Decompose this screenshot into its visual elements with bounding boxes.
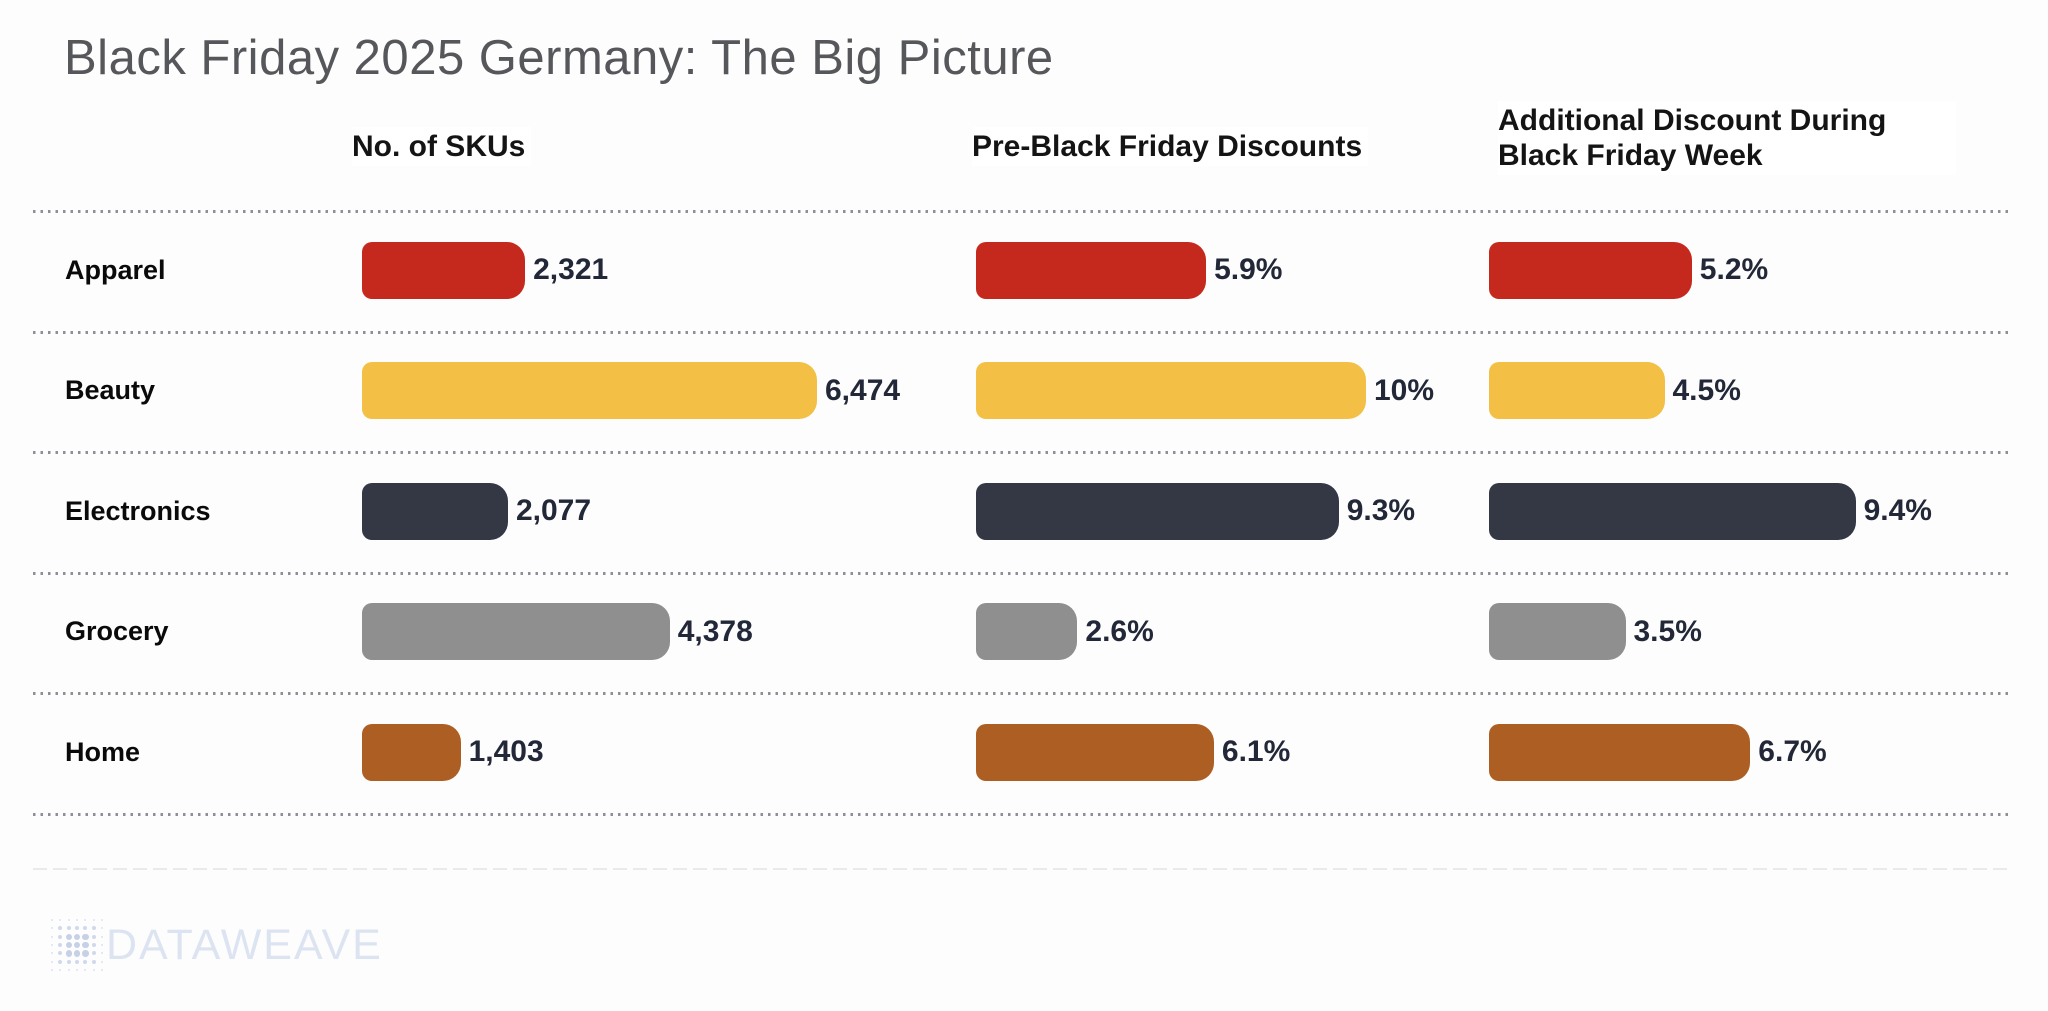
- logo-dot: [66, 926, 71, 931]
- logo-dot: [65, 950, 72, 957]
- logo-dot: [100, 960, 103, 963]
- logo-dot: [83, 959, 88, 964]
- bar-beauty-panel2: [976, 362, 1366, 420]
- panel-header-skus: No. of SKUs: [352, 127, 532, 166]
- logo-dot: [51, 927, 54, 930]
- bar-electronics-panel1: [362, 482, 508, 540]
- logo-dot: [59, 968, 62, 971]
- bar-apparel-panel2: [976, 241, 1207, 299]
- logo-dot: [73, 933, 81, 940]
- logo-dot: [76, 968, 79, 971]
- category-label-grocery: Grocery: [65, 616, 169, 647]
- logo-dot: [73, 941, 81, 949]
- logo-dot: [82, 933, 89, 940]
- bar-value-label: 9.4%: [1863, 494, 1932, 528]
- dataweave-logo: DATAWEAVE: [48, 914, 448, 980]
- row-separator: [33, 571, 2013, 575]
- logo-dot: [100, 952, 103, 955]
- bar-value-label: 5.2%: [1699, 253, 1769, 287]
- logo-dot: [59, 919, 62, 922]
- row-separator: [33, 210, 2013, 213]
- bar-value-label: 5.9%: [1214, 253, 1283, 287]
- page-title: Black Friday 2025 Germany: The Big Pictu…: [64, 31, 1054, 85]
- logo-dot: [100, 944, 103, 947]
- logo-dot: [100, 968, 103, 971]
- bar-value-label: 6.1%: [1221, 735, 1291, 769]
- bar-electronics-panel3: [1489, 482, 1856, 540]
- logo-dot: [51, 944, 54, 947]
- bar-grocery-panel2: [976, 603, 1078, 661]
- category-label-electronics: Electronics: [65, 495, 211, 526]
- logo-dot: [65, 933, 72, 940]
- faint-divider-line: [33, 868, 2013, 870]
- logo-dot: [91, 926, 96, 931]
- bar-beauty-panel3: [1489, 362, 1665, 420]
- category-label-home: Home: [65, 736, 141, 767]
- logo-dot: [91, 951, 96, 956]
- logo-dot: [100, 927, 103, 930]
- bar-grocery-panel3: [1489, 603, 1626, 661]
- logo-dot: [75, 926, 80, 931]
- row-separator: [33, 812, 2013, 816]
- bar-value-label: 4,378: [677, 614, 753, 648]
- logo-dot: [91, 959, 96, 964]
- bar-home-panel2: [976, 723, 1214, 781]
- logo-dot: [82, 941, 89, 949]
- panel-header-pre-bf-discounts: Pre-Black Friday Discounts: [972, 127, 1369, 166]
- logo-dot: [75, 959, 80, 964]
- logo-dot: [91, 943, 96, 948]
- logo-dot: [58, 951, 63, 956]
- logo-dot: [84, 919, 87, 922]
- logo-dot: [58, 943, 63, 948]
- dataweave-dot-grid-icon: [48, 916, 106, 976]
- bar-grocery-panel1: [362, 603, 670, 661]
- bar-value-label: 9.3%: [1346, 494, 1416, 528]
- logo-dot: [100, 935, 103, 938]
- logo-dot: [65, 941, 72, 949]
- panel-header-additional-discount: Additional Discount During Black Friday …: [1498, 101, 1956, 175]
- logo-dot: [58, 959, 63, 964]
- bar-value-label: 2,077: [515, 494, 592, 528]
- logo-dot: [66, 959, 71, 964]
- bar-value-label: 10%: [1374, 373, 1435, 407]
- logo-dot: [76, 919, 79, 922]
- bar-apparel-panel3: [1489, 241, 1692, 299]
- bar-value-label: 2.6%: [1085, 614, 1154, 648]
- logo-dot: [67, 968, 70, 971]
- logo-dot: [100, 919, 103, 922]
- bar-home-panel3: [1489, 723, 1751, 781]
- category-label-beauty: Beauty: [65, 375, 156, 406]
- logo-dot: [92, 968, 95, 971]
- logo-dot: [82, 950, 89, 957]
- logo-dot: [84, 968, 87, 971]
- bar-beauty-panel1: [362, 362, 817, 420]
- dataweave-logo-text: DATAWEAVE: [106, 921, 383, 969]
- bar-value-label: 4.5%: [1672, 373, 1741, 407]
- row-separator: [33, 692, 2013, 695]
- bar-value-label: 3.5%: [1633, 614, 1702, 648]
- logo-dot: [83, 926, 88, 931]
- bar-home-panel1: [362, 723, 461, 781]
- logo-dot: [91, 934, 96, 939]
- logo-dot: [51, 935, 54, 938]
- row-separator: [33, 451, 2013, 454]
- logo-dot: [67, 919, 70, 922]
- logo-dot: [51, 919, 54, 922]
- bar-value-label: 2,321: [533, 253, 609, 287]
- bar-value-label: 1,403: [468, 735, 544, 769]
- logo-dot: [58, 934, 63, 939]
- category-label-apparel: Apparel: [65, 254, 166, 285]
- bar-electronics-panel2: [976, 482, 1339, 540]
- logo-dot: [51, 960, 54, 963]
- bar-apparel-panel1: [362, 241, 526, 299]
- logo-dot: [92, 919, 95, 922]
- bar-value-label: 6.7%: [1758, 735, 1827, 769]
- logo-dot: [58, 926, 63, 931]
- bar-value-label: 6,474: [825, 373, 901, 407]
- logo-dot: [51, 952, 54, 955]
- logo-dot: [73, 950, 81, 957]
- logo-dot: [51, 968, 54, 971]
- row-separator: [33, 330, 2013, 334]
